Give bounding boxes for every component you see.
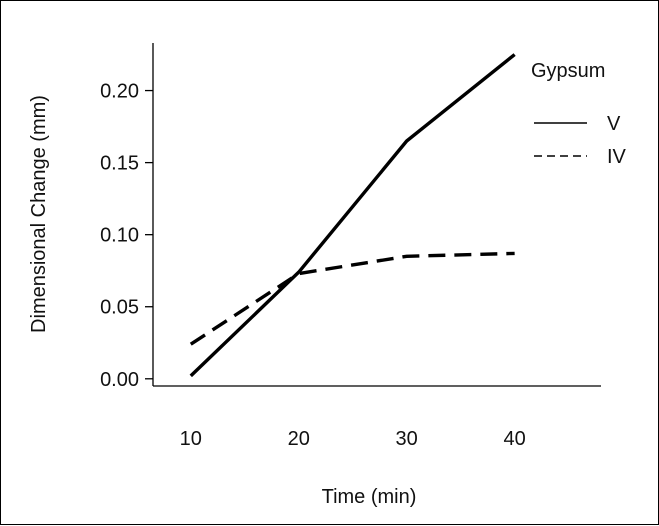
legend-label-v: V <box>607 113 621 135</box>
axes: 0.00 0.05 0.10 0.15 0.20 10 20 30 40 <box>100 43 601 450</box>
legend-label-iv: IV <box>607 146 627 168</box>
y-tick-label: 0.10 <box>100 225 139 247</box>
series-group <box>189 53 516 378</box>
x-tick-label: 10 <box>180 428 202 450</box>
x-tick-label: 30 <box>396 428 418 450</box>
y-tick-label: 0.20 <box>100 81 139 103</box>
series-line-v <box>189 53 516 378</box>
y-axis-label: Dimensional Change (mm) <box>28 95 50 333</box>
x-axis-label: Time (min) <box>322 486 417 508</box>
y-tick-label: 0.15 <box>100 153 139 175</box>
x-tick-label: 20 <box>288 428 310 450</box>
series-line-iv <box>189 251 515 346</box>
x-tick-label: 40 <box>504 428 526 450</box>
y-tick-label: 0.05 <box>100 297 139 319</box>
legend: Gypsum V IV <box>531 60 627 168</box>
y-tick-label: 0.00 <box>100 369 139 391</box>
legend-title: Gypsum <box>531 60 605 82</box>
